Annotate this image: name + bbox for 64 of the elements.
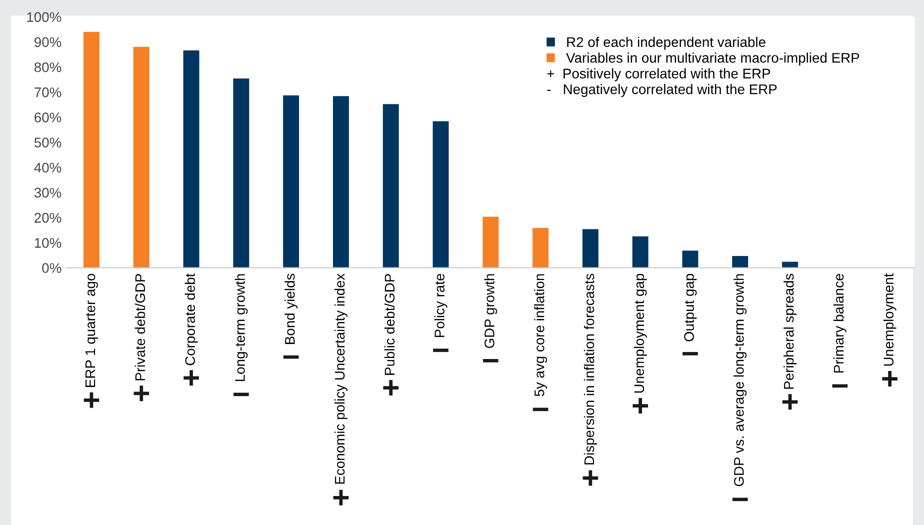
bar (133, 46, 150, 268)
x-tick-label: Economic policy Uncertainty index (334, 273, 348, 484)
text: + (84, 392, 100, 408)
x-tick-label: Policy rate (434, 274, 448, 338)
text: + (782, 394, 798, 410)
bar (532, 228, 549, 268)
x-tick-label: Dispersion in inflation forecasts (584, 274, 597, 464)
text: − (682, 352, 698, 356)
text: + (134, 386, 150, 402)
text: + (333, 490, 349, 506)
y-tick-label: 80% (34, 62, 62, 72)
bar (83, 32, 100, 268)
y-tick-label: 30% (34, 188, 62, 198)
bar (682, 250, 698, 268)
y-tick-label: 20% (34, 212, 62, 223)
y-tick-label: 60% (34, 112, 62, 122)
bar (482, 216, 499, 268)
text: − (234, 392, 249, 396)
x-tick-label: GDP vs. average long-term growth (734, 274, 747, 486)
bar (432, 121, 449, 268)
text: − (832, 384, 848, 388)
y-tick-label: 100% (27, 12, 62, 22)
y-tick-label: 40% (34, 162, 62, 173)
text: + (582, 470, 598, 486)
x-tick-label: Output gap (684, 274, 697, 342)
text: − (532, 408, 548, 412)
text: + (383, 380, 399, 396)
bar (382, 104, 399, 268)
text: + (632, 398, 648, 414)
x-tick-label: Bond yields (284, 274, 298, 344)
x-tick-label: Peripheral spreads (784, 274, 796, 389)
annotation: + Positively correlated with the ERP (547, 68, 770, 82)
bar (283, 95, 300, 268)
text: − (433, 348, 448, 352)
bar (732, 256, 748, 268)
y-tick-label: 10% (34, 238, 62, 248)
bar (332, 96, 349, 268)
x-tick-label: 5y avg core inflation (534, 274, 548, 396)
legend-label: R2 of each independent variable (567, 36, 766, 50)
text: − (732, 498, 748, 502)
annotation: - Negatively correlated with the ERP (547, 84, 777, 97)
text: − (283, 355, 299, 359)
x-tick-label: Corporate debt (184, 273, 198, 366)
legend-label: Variables in our multivariate macro-implied ERP (566, 52, 860, 66)
text: + (882, 371, 898, 387)
x-tick-label: Private debt/GDP (134, 274, 146, 380)
bar (632, 236, 648, 268)
text: + (184, 370, 199, 386)
x-tick-label: Primary balance (833, 274, 846, 373)
x-tick-label: Unemployment (883, 273, 896, 366)
bar (183, 50, 200, 268)
y-tick-label: 90% (34, 37, 62, 48)
x-tick-label: Public debt/GDP (384, 274, 395, 375)
bar (233, 78, 250, 268)
text: − (482, 359, 498, 362)
x-tick-label: Long-term growth (234, 274, 248, 382)
x-tick-label: ERP 1 quarter ago (86, 274, 98, 387)
y-tick-label: 50% (34, 138, 62, 148)
bar (582, 229, 598, 268)
x-tick-label: Unemployment gap (634, 274, 647, 393)
y-tick-label: 0% (42, 263, 62, 273)
x-tick-label: GDP growth (484, 274, 498, 348)
bar (782, 262, 798, 268)
y-tick-label: 70% (34, 87, 62, 98)
